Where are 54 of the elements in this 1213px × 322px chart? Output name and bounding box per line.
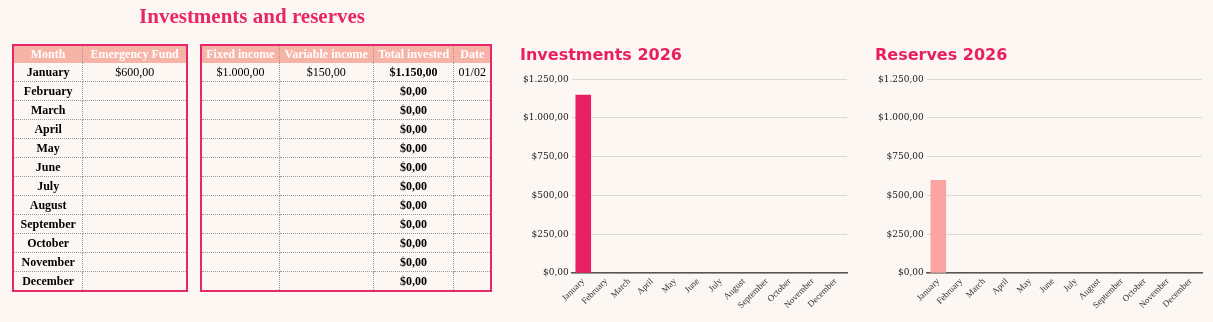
data-label: $1.150,00 — [373, 63, 454, 82]
y-tick-label: $1.250,00 — [877, 73, 925, 84]
x-tick-label: July — [1061, 275, 1080, 294]
y-tick-label: $750,00 — [531, 151, 570, 162]
legend-label: Total invested — [373, 45, 454, 63]
category-label: September — [13, 214, 83, 234]
y-tick-label: $0,00 — [898, 267, 925, 278]
data-label: $600,00 — [82, 63, 187, 82]
data-label: $0,00 — [373, 271, 454, 291]
y-tick-label: $250,00 — [531, 228, 570, 239]
y-tick-label: $1.000,00 — [877, 112, 925, 123]
data-label: $0,00 — [373, 233, 454, 253]
x-tick-label: July — [706, 275, 725, 294]
data-label: $0,00 — [373, 214, 454, 234]
category-label: October — [13, 233, 83, 253]
category-label: November — [13, 252, 83, 272]
category-label: April — [13, 119, 83, 139]
category-label: May — [13, 138, 83, 158]
data-label: $0,00 — [373, 81, 454, 101]
series-label: Emergency Fund — [82, 45, 187, 63]
x-tick-label: May — [659, 275, 679, 295]
category-label: January — [13, 63, 83, 82]
text: Variable income — [279, 45, 374, 63]
category-label: March — [13, 100, 83, 120]
text: Month — [13, 45, 83, 63]
data-label: $0,00 — [373, 252, 454, 272]
data-label: 01/02 — [453, 63, 491, 82]
x-tick-label: May — [1014, 275, 1034, 295]
data-label: $0,00 — [373, 195, 454, 215]
series-label: Fixed income — [201, 45, 280, 63]
chart-title: Reserves 2026 — [875, 44, 1008, 64]
category-label: July — [13, 176, 83, 196]
y-tick-label: $250,00 — [886, 228, 925, 239]
data-label: $0,00 — [373, 100, 454, 120]
text: Date — [453, 45, 491, 63]
data-label: $1.000,00 — [201, 63, 280, 82]
text: Investments and reserves — [138, 4, 366, 29]
y-tick-label: $500,00 — [886, 189, 925, 200]
data-label: $0,00 — [373, 176, 454, 196]
data-label: $0,00 — [373, 157, 454, 177]
y-tick-label: $500,00 — [531, 189, 570, 200]
y-tick-label: $750,00 — [886, 151, 925, 162]
x-tick-label: June — [682, 275, 702, 295]
data-label: $0,00 — [373, 138, 454, 158]
data-label: $150,00 — [279, 63, 374, 82]
data-label: $0,00 — [373, 119, 454, 139]
x-tick-label: June — [1037, 275, 1057, 295]
category-label: August — [13, 195, 83, 215]
y-tick-label: $1.000,00 — [522, 112, 570, 123]
y-tick-label: $1.250,00 — [522, 73, 570, 84]
category-label: February — [13, 81, 83, 101]
chart-title: Investments 2026 — [520, 44, 682, 64]
category-label: June — [13, 157, 83, 177]
y-tick-label: $0,00 — [543, 267, 570, 278]
